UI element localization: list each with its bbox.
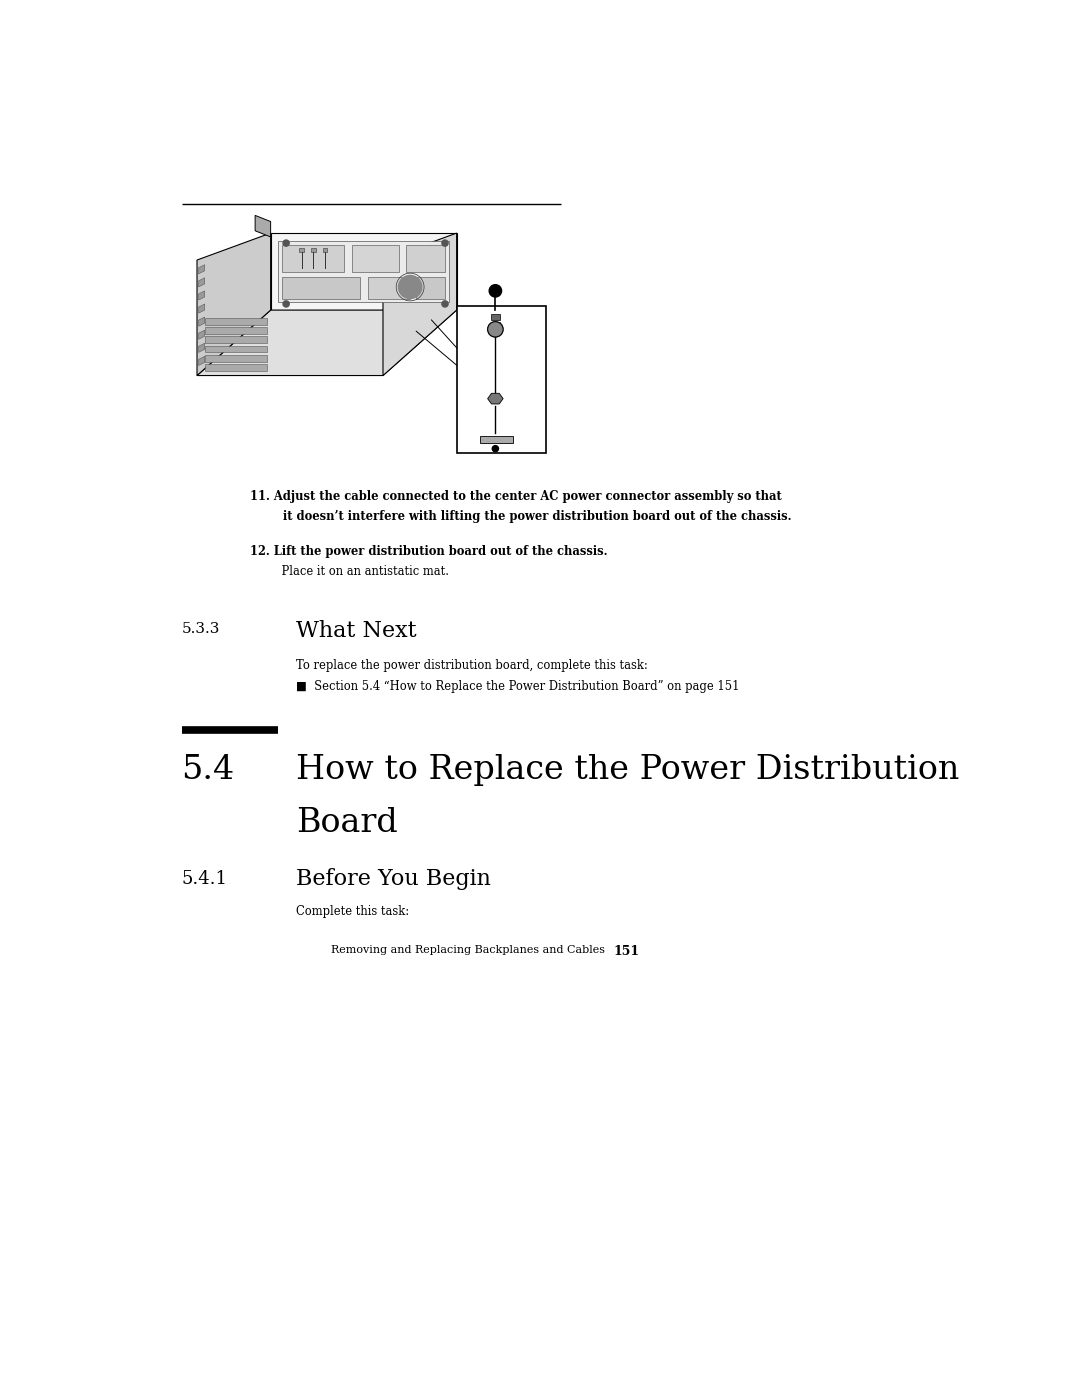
Text: How to Replace the Power Distribution: How to Replace the Power Distribution — [296, 754, 959, 787]
Circle shape — [442, 300, 448, 307]
Polygon shape — [323, 249, 327, 253]
Polygon shape — [255, 215, 271, 237]
Polygon shape — [199, 317, 205, 327]
Text: 11. Adjust the cable connected to the center AC power connector assembly so that: 11. Adjust the cable connected to the ce… — [249, 489, 782, 503]
Polygon shape — [199, 305, 205, 313]
Text: Complete this task:: Complete this task: — [296, 905, 409, 918]
Polygon shape — [282, 244, 345, 271]
Text: 5.4: 5.4 — [181, 754, 234, 787]
Polygon shape — [299, 249, 303, 253]
Polygon shape — [197, 310, 457, 376]
Circle shape — [283, 300, 289, 307]
Circle shape — [488, 321, 503, 337]
Text: To replace the power distribution board, complete this task:: To replace the power distribution board,… — [296, 659, 648, 672]
Polygon shape — [199, 330, 205, 339]
Polygon shape — [311, 249, 315, 253]
Text: 151: 151 — [613, 946, 640, 958]
Text: Board: Board — [296, 806, 397, 838]
Polygon shape — [197, 233, 271, 376]
Bar — [490, 314, 500, 320]
Text: it doesn’t interfere with lifting the power distribution board out of the chassi: it doesn’t interfere with lifting the po… — [267, 510, 792, 524]
Circle shape — [283, 240, 289, 246]
Polygon shape — [199, 356, 205, 366]
Bar — [490, 321, 500, 328]
Polygon shape — [199, 278, 205, 286]
Polygon shape — [406, 244, 445, 271]
Text: What Next: What Next — [296, 620, 417, 643]
Circle shape — [492, 446, 499, 451]
Text: Removing and Replacing Backplanes and Cables: Removing and Replacing Backplanes and Ca… — [330, 946, 611, 956]
Polygon shape — [205, 317, 267, 324]
Polygon shape — [383, 233, 457, 376]
Polygon shape — [282, 277, 360, 299]
Circle shape — [399, 275, 422, 299]
Polygon shape — [205, 365, 267, 372]
Polygon shape — [199, 344, 205, 352]
Circle shape — [442, 240, 448, 246]
Text: ■  Section 5.4 “How to Replace the Power Distribution Board” on page 151: ■ Section 5.4 “How to Replace the Power … — [296, 680, 740, 693]
FancyBboxPatch shape — [457, 306, 545, 453]
Text: 5.3.3: 5.3.3 — [181, 622, 220, 636]
Polygon shape — [199, 264, 205, 274]
Polygon shape — [367, 277, 410, 299]
Text: 12. Lift the power distribution board out of the chassis.: 12. Lift the power distribution board ou… — [249, 545, 607, 557]
Text: 5.4.1: 5.4.1 — [181, 870, 228, 888]
Text: Before You Begin: Before You Begin — [296, 869, 491, 890]
Polygon shape — [205, 337, 267, 344]
Polygon shape — [352, 244, 399, 271]
Polygon shape — [271, 233, 457, 310]
Polygon shape — [480, 436, 513, 443]
Circle shape — [489, 285, 501, 298]
Polygon shape — [199, 291, 205, 300]
Polygon shape — [205, 345, 267, 352]
Polygon shape — [279, 240, 449, 302]
Polygon shape — [205, 355, 267, 362]
Polygon shape — [416, 277, 445, 299]
Polygon shape — [488, 394, 503, 404]
Text: Place it on an antistatic mat.: Place it on an antistatic mat. — [267, 564, 449, 578]
Polygon shape — [205, 327, 267, 334]
